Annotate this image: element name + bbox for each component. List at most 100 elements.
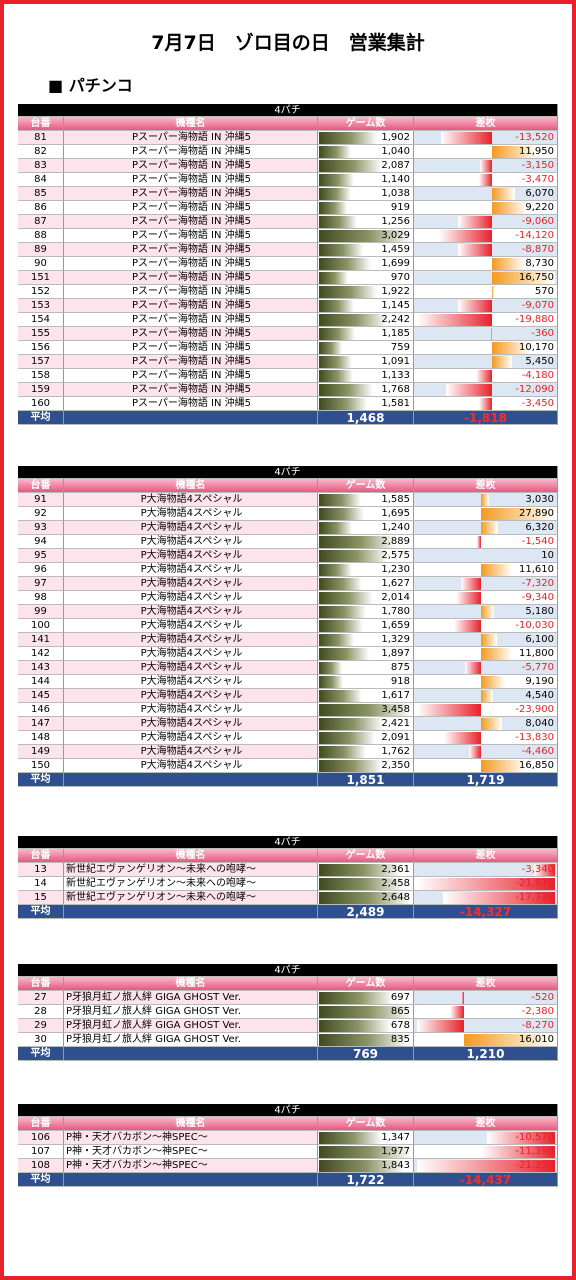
column-header: ゲーム数 xyxy=(318,1117,414,1131)
diff-bar xyxy=(480,648,513,660)
average-games-text: 1,468 xyxy=(346,411,385,425)
machine-number-text: 155 xyxy=(30,328,51,339)
games-bar xyxy=(319,1034,408,1046)
machine-name-text: Pスーパー海物語 IN 沖縄5 xyxy=(131,314,252,325)
diff-text: 11,800 xyxy=(519,648,554,659)
machine-number: 94 xyxy=(18,535,64,549)
diff: -520 xyxy=(414,991,558,1005)
diff: -10,030 xyxy=(414,619,558,633)
machine-number-text: 158 xyxy=(30,370,51,381)
diff-bar xyxy=(417,704,481,716)
games-text: 1,659 xyxy=(381,620,410,631)
machine-number-text: 83 xyxy=(34,160,47,171)
machine-name-text: Pスーパー海物語 IN 沖縄5 xyxy=(131,202,252,213)
games-bar xyxy=(319,1020,392,1032)
column-header: 台番 xyxy=(18,849,64,863)
games-text: 2,014 xyxy=(381,592,410,603)
machine-name-text: P牙狼月虹ノ旅人絆 GIGA GHOST Ver. xyxy=(66,1006,242,1017)
column-header: 差枚 xyxy=(414,117,558,131)
machine-number-text: 153 xyxy=(30,300,51,311)
diff-bar xyxy=(464,1034,555,1046)
games-bar xyxy=(319,892,411,904)
diff-text: -2,380 xyxy=(521,1006,554,1017)
diff-bar xyxy=(491,342,531,354)
machine-name: P大海物語4スペシャル xyxy=(64,493,318,507)
average-diff-text: -1,818 xyxy=(464,411,507,425)
column-header-text: 機種名 xyxy=(175,480,206,491)
games-text: 1,585 xyxy=(381,494,410,505)
machine-number: 156 xyxy=(18,341,64,355)
games-text: 1,145 xyxy=(381,300,410,311)
games-text: 835 xyxy=(390,1034,410,1045)
machine-number: 148 xyxy=(18,731,64,745)
diff-text: 16,010 xyxy=(519,1034,554,1045)
games-text: 875 xyxy=(390,662,410,673)
machine-number-text: 154 xyxy=(30,314,51,325)
average-label: 平均 xyxy=(18,1047,64,1061)
machine-name-text: Pスーパー海物語 IN 沖縄5 xyxy=(131,370,252,381)
machine-name: Pスーパー海物語 IN 沖縄5 xyxy=(64,229,318,243)
games-bar xyxy=(319,370,354,382)
machine-number: 29 xyxy=(18,1019,64,1033)
machine-number: 146 xyxy=(18,703,64,717)
machine-name: P大海物語4スペシャル xyxy=(64,591,318,605)
machine-name-text: Pスーパー海物語 IN 沖縄5 xyxy=(131,356,252,367)
machine-name-text: P牙狼月虹ノ旅人絆 GIGA GHOST Ver. xyxy=(66,1034,242,1045)
average-diff-text: -14,437 xyxy=(459,1173,512,1187)
diff-bar xyxy=(440,132,492,144)
diff-text: -11,390 xyxy=(515,1146,554,1157)
machine-name: Pスーパー海物語 IN 沖縄5 xyxy=(64,355,318,369)
games: 2,361 xyxy=(318,863,414,877)
machine-number-text: 87 xyxy=(34,216,47,227)
diff-text: -3,470 xyxy=(521,174,554,185)
diff: 6,320 xyxy=(414,521,558,535)
column-header-text: 差枚 xyxy=(475,978,496,989)
diff-bar xyxy=(476,536,481,548)
average-games: 1,722 xyxy=(318,1173,414,1187)
average-diff-text: 1,210 xyxy=(466,1047,505,1061)
games: 3,458 xyxy=(318,703,414,717)
games: 1,040 xyxy=(318,145,414,159)
machine-number-text: 149 xyxy=(30,746,51,757)
diff-bar xyxy=(480,160,492,172)
machine-name-text: P神・天才バカボン～神SPEC～ xyxy=(66,1146,208,1157)
games: 2,242 xyxy=(318,313,414,327)
diff: -10,570 xyxy=(414,1131,558,1145)
column-header: ゲーム数 xyxy=(318,117,414,131)
machine-number-text: 159 xyxy=(30,384,51,395)
machine-number-text: 142 xyxy=(30,648,51,659)
games-text: 1,780 xyxy=(381,606,410,617)
machine-number-text: 100 xyxy=(30,620,51,631)
machine-name: Pスーパー海物語 IN 沖縄5 xyxy=(64,243,318,257)
machine-name: P大海物語4スペシャル xyxy=(64,661,318,675)
diff-text: -3,150 xyxy=(521,160,554,171)
games-bar xyxy=(319,314,388,326)
games-text: 1,922 xyxy=(381,286,410,297)
diff-text: 8,040 xyxy=(525,718,554,729)
games-text: 2,575 xyxy=(381,550,410,561)
games-text: 1,843 xyxy=(381,1160,410,1171)
machine-number-text: 82 xyxy=(34,146,47,157)
machine-number: 14 xyxy=(18,877,64,891)
diff-text: -12,090 xyxy=(515,384,554,395)
machine-name: P大海物語4スペシャル xyxy=(64,759,318,773)
machine-number-text: 93 xyxy=(34,522,47,533)
games-bar xyxy=(319,620,364,632)
games: 1,902 xyxy=(318,131,414,145)
machine-name-text: P大海物語4スペシャル xyxy=(140,760,243,771)
diff-bar xyxy=(491,202,527,214)
machine-number: 92 xyxy=(18,507,64,521)
games: 1,347 xyxy=(318,1131,414,1145)
machine-name: P牙狼月虹ノ旅人絆 GIGA GHOST Ver. xyxy=(64,991,318,1005)
title: 7月7日 ゾロ目の日 営業集計 xyxy=(151,32,425,54)
games: 2,458 xyxy=(318,877,414,891)
games-bar xyxy=(319,356,353,368)
machine-number: 83 xyxy=(18,159,64,173)
games-bar xyxy=(319,676,344,688)
games: 875 xyxy=(318,661,414,675)
table-header: 4パチ xyxy=(18,1104,558,1117)
machine-name: Pスーパー海物語 IN 沖縄5 xyxy=(64,383,318,397)
diff: -21,910 xyxy=(414,877,558,891)
diff: -13,830 xyxy=(414,731,558,745)
diff-text: -4,460 xyxy=(521,746,554,757)
